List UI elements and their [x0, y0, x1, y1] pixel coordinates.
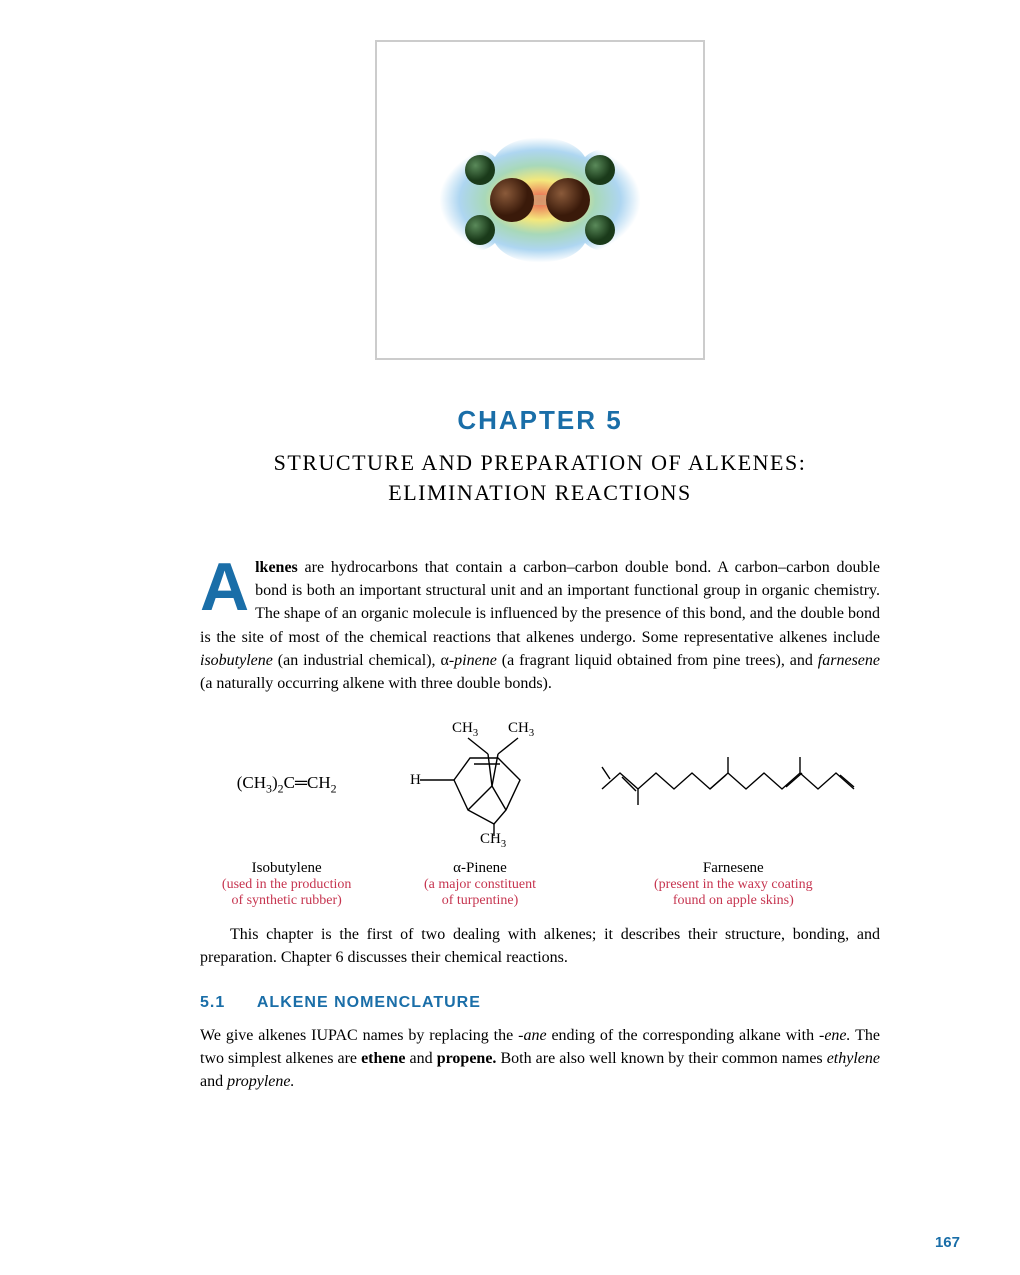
sp-i1: ane [523, 1027, 546, 1044]
farnesene-svg [598, 753, 868, 813]
pinene-structure: CH3 CH3 H CH3 [380, 720, 580, 850]
sp-t1: We give alkenes IUPAC names by replacing… [200, 1027, 523, 1044]
intro-t1: are hydrocarbons that contain a carbon–c… [200, 559, 880, 646]
sp-t6: and [200, 1073, 227, 1090]
intro-t2: (an industrial chemical), α- [273, 652, 454, 669]
intro-paragraph: Alkenes are hydrocarbons that contain a … [200, 556, 880, 695]
drop-cap: A [200, 556, 255, 614]
sp-i2: ene. [824, 1027, 850, 1044]
intro-t4: (a naturally occurring alkene with three… [200, 675, 552, 692]
section-num: 5.1 [200, 994, 252, 1012]
sp-b2: propene. [437, 1050, 497, 1067]
pinene-desc2: of turpentine) [380, 893, 580, 909]
page-number: 167 [935, 1234, 960, 1251]
pinene-ring-svg [420, 732, 560, 840]
structures-row: (CH3)2C═CH2 CH3 CH3 H CH3 [200, 715, 880, 855]
chapter-subtitle: ELIMINATION REACTIONS [200, 480, 880, 506]
section-heading: 5.1 ALKENE NOMENCLATURE [200, 994, 880, 1012]
iso-s3: 2 [331, 782, 337, 796]
sp-t2: ending of the corresponding alkane with … [547, 1027, 825, 1044]
section-title: ALKENE NOMENCLATURE [257, 994, 481, 1011]
sp-t4: and [406, 1050, 437, 1067]
intro-i3: farnesene [818, 652, 880, 669]
iso-f1: (CH [237, 773, 266, 792]
intro-i2: pinene [454, 652, 497, 669]
farnesene-label: Farnesene (present in the waxy coating f… [593, 860, 873, 909]
iso-f3: C═CH [284, 773, 331, 792]
sp-i3: ethylene [827, 1050, 880, 1067]
isobutylene-structure: (CH3)2C═CH2 [207, 773, 367, 796]
molecule-esp-figure [375, 40, 705, 360]
chapter-label: CHAPTER 5 [200, 405, 880, 436]
isobutylene-formula: (CH3)2C═CH2 [237, 773, 337, 792]
isobutylene-name: Isobutylene [207, 860, 367, 877]
p-bs: 3 [501, 839, 506, 850]
intro-t3: (a fragrant liquid obtained from pine tr… [497, 652, 818, 669]
para-2: This chapter is the first of two dealing… [200, 923, 880, 969]
pinene-name: α-Pinene [380, 860, 580, 877]
isobutylene-label: Isobutylene (used in the production of s… [207, 860, 367, 909]
esp-map-svg [400, 95, 680, 305]
farnesene-name: Farnesene [593, 860, 873, 877]
sp-t5: Both are also well known by their common… [496, 1050, 826, 1067]
pinene-label: α-Pinene (a major constituent of turpent… [380, 860, 580, 909]
farnesene-structure [593, 753, 873, 818]
structure-labels: Isobutylene (used in the production of s… [200, 860, 880, 909]
isobutylene-desc2: of synthetic rubber) [207, 893, 367, 909]
intro-lead: lkenes [255, 559, 298, 576]
isobutylene-desc1: (used in the production [207, 877, 367, 893]
chapter-title: STRUCTURE AND PREPARATION OF ALKENES: [200, 450, 880, 476]
sp-i4: propylene. [227, 1073, 294, 1090]
farnesene-desc1: (present in the waxy coating [593, 877, 873, 893]
pinene-desc1: (a major constituent [380, 877, 580, 893]
sp-b1: ethene [361, 1050, 405, 1067]
section-paragraph: We give alkenes IUPAC names by replacing… [200, 1024, 880, 1094]
intro-i1: isobutylene [200, 652, 273, 669]
farnesene-desc2: found on apple skins) [593, 893, 873, 909]
